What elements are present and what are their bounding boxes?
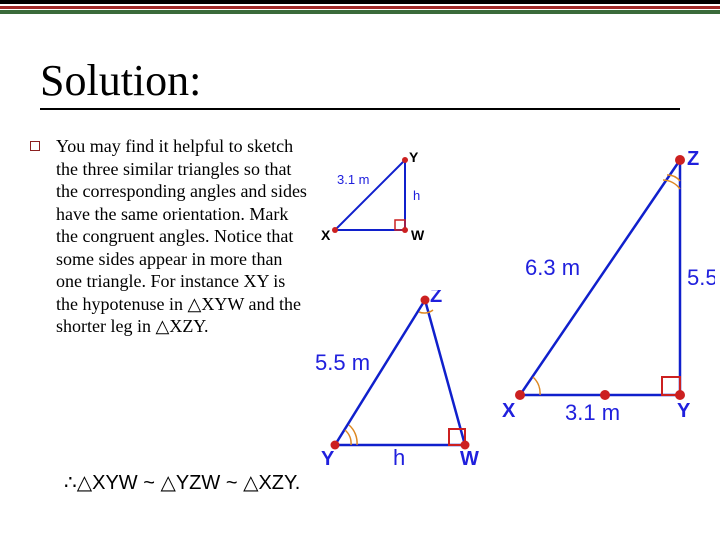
label-y: Y [321,448,335,470]
top-border-bars [0,0,720,14]
measure-hypotenuse: 3.1 m [337,172,370,187]
vertex-dot [675,390,685,400]
measure-h: h [413,188,420,203]
measure-hypotenuse: 5.5 m [315,350,370,375]
angle-arc-icon [345,430,351,445]
label-x: X [502,400,516,422]
measure-base: h [393,445,405,470]
label-w: W [411,227,425,243]
triangle-zxy: Z X Y 6.3 m 5.5 m 3.1 m [490,145,715,435]
title-underline [40,108,680,110]
angle-arc-icon [349,425,357,445]
page-title: Solution: [40,55,680,106]
body-content: You may find it helpful to sketch the th… [30,135,310,338]
measure-base: 3.1 m [565,400,620,425]
similarity-statement: ∴△XYW ~ △YZW ~ △XZY. [64,470,300,495]
measure-right: 5.5 m [687,265,715,290]
vertex-dot [421,296,430,305]
triangle-xyw-small: Y X W 3.1 m h [315,150,445,260]
angle-arc-icon [533,377,540,395]
vertex-dot [332,227,338,233]
border-seg-4 [0,10,720,14]
vertex-dot [402,157,408,163]
angle-arc-icon [419,310,433,313]
label-y: Y [677,400,691,422]
measure-left: 6.3 m [525,255,580,280]
vertex-dot [402,227,408,233]
vertex-dot [675,155,685,165]
label-x: X [321,227,331,243]
label-z: Z [430,290,442,307]
title-area: Solution: [40,55,680,110]
bullet-square-icon [30,141,40,151]
body-text: You may find it helpful to sketch the th… [56,135,310,338]
label-z: Z [687,148,699,170]
label-y: Y [409,150,419,165]
triangle-zyw: Z Y W 5.5 m h [315,290,495,470]
vertex-dot [600,390,610,400]
vertex-dot [515,390,525,400]
label-w: W [460,448,479,470]
